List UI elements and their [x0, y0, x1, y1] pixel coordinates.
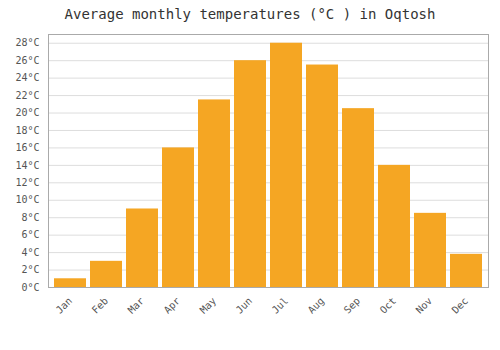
- svg-text:Nov: Nov: [414, 295, 435, 316]
- svg-text:8°C: 8°C: [21, 212, 39, 223]
- svg-text:May: May: [198, 295, 219, 316]
- svg-text:Sep: Sep: [342, 295, 363, 316]
- svg-text:24°C: 24°C: [15, 72, 39, 83]
- svg-text:6°C: 6°C: [21, 229, 39, 240]
- svg-text:22°C: 22°C: [15, 90, 39, 101]
- svg-text:Jan: Jan: [54, 295, 75, 316]
- svg-text:2°C: 2°C: [21, 264, 39, 275]
- svg-text:0°C: 0°C: [21, 282, 39, 293]
- svg-text:Jul: Jul: [270, 295, 291, 316]
- svg-text:Feb: Feb: [90, 295, 111, 316]
- svg-text:26°C: 26°C: [15, 55, 39, 66]
- svg-text:Jun: Jun: [234, 295, 255, 316]
- svg-text:Aug: Aug: [306, 295, 327, 316]
- svg-text:10°C: 10°C: [15, 194, 39, 205]
- svg-text:Dec: Dec: [450, 295, 471, 316]
- svg-text:12°C: 12°C: [15, 177, 39, 188]
- svg-text:Mar: Mar: [126, 295, 147, 316]
- svg-text:16°C: 16°C: [15, 142, 39, 153]
- svg-text:Oct: Oct: [378, 295, 399, 316]
- svg-text:14°C: 14°C: [15, 160, 39, 171]
- svg-text:4°C: 4°C: [21, 247, 39, 258]
- svg-text:20°C: 20°C: [15, 107, 39, 118]
- svg-text:Apr: Apr: [162, 295, 183, 316]
- svg-text:28°C: 28°C: [15, 37, 39, 48]
- svg-text:18°C: 18°C: [15, 125, 39, 136]
- html-text:Average monthly temperatures (: Average monthly temperatures (°C ) in Oq…: [64, 6, 436, 22]
